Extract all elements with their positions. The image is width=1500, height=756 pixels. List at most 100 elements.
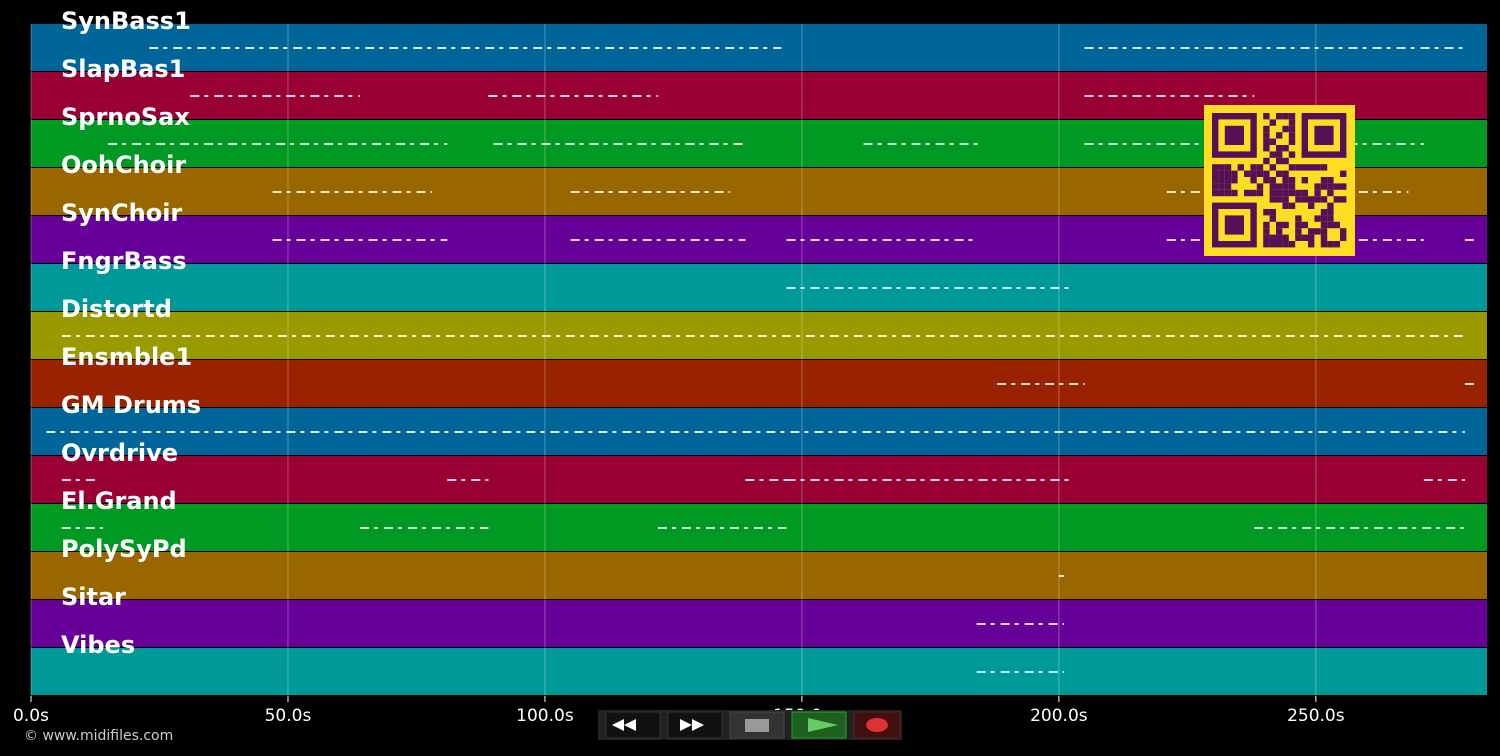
qr-module — [1282, 241, 1289, 248]
qr-module — [1288, 241, 1296, 248]
qr-module — [1269, 151, 1276, 158]
track-name: PolySyPd — [61, 535, 187, 563]
qr-module — [1327, 189, 1334, 197]
qr-module — [1340, 170, 1347, 177]
qr-module — [1295, 196, 1302, 203]
qr-module — [1263, 221, 1270, 229]
qr-module — [1263, 234, 1270, 241]
track-row — [31, 456, 1487, 503]
track-name: Ensmble1 — [61, 343, 192, 371]
qr-module — [1295, 189, 1302, 197]
qr-module — [1263, 113, 1270, 120]
qr-module — [1295, 164, 1302, 171]
qr-module — [1301, 221, 1308, 229]
qr-module — [1269, 177, 1276, 184]
track-name: Vibes — [61, 631, 135, 659]
rewind-button[interactable] — [605, 711, 661, 739]
qr-module — [1269, 215, 1276, 222]
qr-module — [1327, 183, 1334, 190]
qr-module — [1288, 164, 1296, 171]
qr-module — [1314, 164, 1321, 171]
qr-module — [1340, 228, 1347, 235]
qr-module — [1250, 189, 1257, 197]
qr-module — [1301, 189, 1308, 197]
qr-module — [1256, 183, 1264, 190]
qr-module — [1282, 189, 1289, 197]
track-row — [31, 552, 1487, 599]
qr-module — [1288, 113, 1296, 120]
track-row — [31, 360, 1487, 407]
qr-module — [1301, 177, 1308, 184]
qr-code — [1204, 105, 1355, 256]
qr-module — [1282, 234, 1289, 241]
track-name: FngrBass — [61, 247, 187, 275]
qr-module — [1288, 125, 1296, 133]
track-name: SlapBas1 — [61, 55, 185, 83]
qr-module — [1320, 228, 1328, 235]
qr-module — [1269, 119, 1276, 126]
qr-module — [1340, 234, 1347, 241]
qr-module — [1231, 170, 1238, 177]
qr-finder — [1314, 125, 1334, 145]
qr-module — [1250, 170, 1257, 177]
qr-module — [1327, 215, 1334, 222]
track-name: SynBass1 — [61, 7, 191, 35]
qr-module — [1333, 221, 1340, 229]
qr-module — [1327, 241, 1334, 248]
stop-button[interactable] — [729, 711, 785, 739]
qr-module — [1301, 196, 1308, 203]
qr-module — [1276, 145, 1283, 152]
track-name: SprnoSax — [61, 103, 190, 131]
track-row — [31, 648, 1487, 695]
qr-module — [1218, 177, 1225, 184]
qr-module — [1276, 189, 1283, 197]
qr-module — [1282, 221, 1289, 229]
qr-module — [1282, 157, 1289, 165]
qr-module — [1340, 183, 1347, 190]
qr-module — [1224, 189, 1232, 197]
qr-module — [1301, 164, 1308, 171]
qr-module — [1282, 145, 1289, 152]
qr-module — [1263, 145, 1270, 152]
qr-module — [1244, 189, 1251, 197]
qr-module — [1218, 170, 1225, 177]
qr-module — [1301, 234, 1308, 241]
qr-module — [1320, 241, 1328, 248]
qr-module — [1269, 241, 1276, 248]
track-name: GM Drums — [61, 391, 201, 419]
track-row — [31, 264, 1487, 311]
tick-label: 50.0s — [265, 706, 312, 726]
record-button[interactable] — [853, 711, 901, 739]
qr-module — [1320, 164, 1328, 171]
qr-module — [1308, 241, 1315, 248]
qr-finder — [1224, 215, 1244, 235]
qr-module — [1224, 170, 1232, 177]
qr-module — [1231, 189, 1238, 197]
qr-module — [1224, 183, 1232, 190]
qr-module — [1314, 196, 1321, 203]
forward-button[interactable] — [667, 711, 723, 739]
play-button[interactable] — [791, 711, 847, 739]
qr-module — [1256, 164, 1264, 171]
tick-label: 0.0s — [13, 706, 49, 726]
qr-module — [1269, 209, 1276, 216]
qr-module — [1269, 138, 1276, 145]
qr-module — [1333, 196, 1340, 203]
qr-module — [1288, 151, 1296, 158]
qr-module — [1308, 202, 1315, 209]
qr-module — [1276, 234, 1283, 241]
qr-module — [1282, 177, 1289, 184]
track-name: SynChoir — [61, 199, 182, 227]
qr-module — [1269, 164, 1276, 171]
track-labels: SynBass1 SlapBas1 SprnoSax OohChoir SynChoir… — [61, 7, 201, 659]
qr-module — [1263, 170, 1270, 177]
qr-module — [1250, 164, 1257, 171]
qr-module — [1327, 209, 1334, 216]
qr-module — [1282, 125, 1289, 133]
qr-module — [1327, 177, 1334, 184]
track-name: Ovrdrive — [61, 439, 178, 467]
qr-module — [1263, 177, 1270, 184]
qr-module — [1218, 164, 1225, 171]
qr-module — [1276, 170, 1283, 177]
